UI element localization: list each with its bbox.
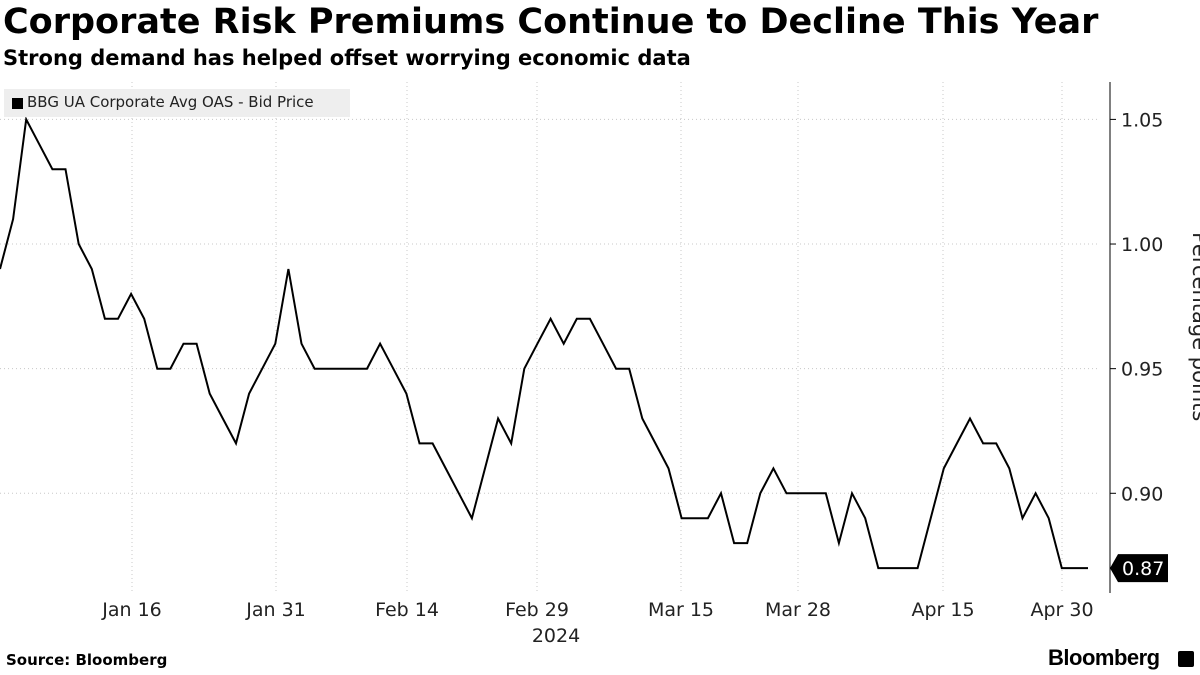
bloomberg-icon [1178,651,1194,667]
chart-subtitle: Strong demand has helped offset worrying… [3,46,691,70]
x-tick-label: Jan 16 [101,599,162,621]
legend-label: BBG UA Corporate Avg OAS - Bid Price [27,93,314,111]
x-tick-label: Apr 15 [911,599,974,621]
x-tick-label: Feb 29 [505,599,569,621]
y-tick-label: 0.90 [1121,483,1163,505]
x-tick-label: Apr 30 [1030,599,1093,621]
x-year-label: 2024 [532,625,580,647]
series-line [0,116,1088,570]
x-tick-label: Jan 31 [245,599,306,621]
y-tick-label: 0.95 [1121,359,1163,381]
last-value-marker [1110,554,1168,583]
chart-legend: BBG UA Corporate Avg OAS - Bid Price [4,89,350,117]
brand-logo: Bloomberg [1048,645,1160,670]
x-tick-label: Mar 28 [765,599,831,621]
y-axis-label: Percentage points [1188,232,1200,422]
y-tick-label: 1.00 [1121,234,1163,256]
x-tick-label: Feb 14 [375,599,439,621]
x-tick-label: Mar 15 [648,599,714,621]
y-tick-label: 1.05 [1121,109,1163,131]
legend-swatch [12,98,23,109]
last-value-label: 0.87 [1122,558,1164,580]
chart-title: Corporate Risk Premiums Continue to Decl… [3,2,1099,42]
source-note: Source: Bloomberg [6,651,168,669]
